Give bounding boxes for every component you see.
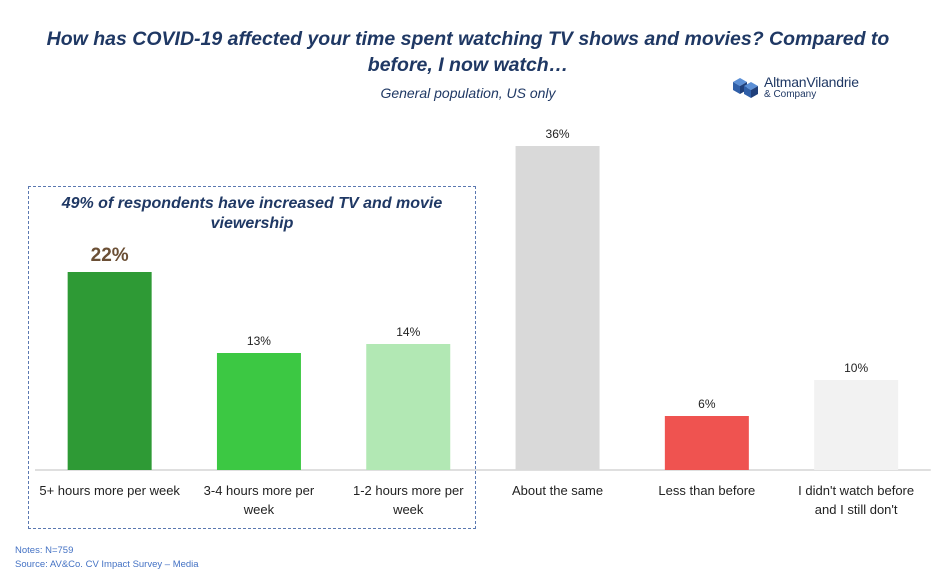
category-label-4: About the same xyxy=(512,483,603,498)
bar-2 xyxy=(216,353,301,470)
data-label-1: 22% xyxy=(91,245,129,266)
chart-title: How has COVID-19 affected your time spen… xyxy=(46,28,890,76)
category-label-3: 1-2 hours more per week xyxy=(353,483,464,517)
data-label-5: 6% xyxy=(698,397,716,411)
notes-source: Source: AV&Co. CV Impact Survey – Media xyxy=(15,559,199,570)
bar-4 xyxy=(515,146,600,470)
bar-3 xyxy=(366,344,451,470)
callout-text: 49% of respondents have increased TV and… xyxy=(61,195,443,232)
data-label-6: 10% xyxy=(844,361,868,375)
data-label-2: 13% xyxy=(247,334,271,348)
increase-callout-box xyxy=(28,186,476,529)
notes: Notes: N=759 Source: AV&Co. CV Impact Su… xyxy=(15,544,199,572)
category-label-6: I didn't watch before and I still don't xyxy=(798,483,914,517)
category-label-2: 3-4 hours more per week xyxy=(204,483,315,517)
bar-6 xyxy=(814,380,899,470)
chart-subtitle: General population, US only xyxy=(380,85,556,101)
company-logo: AltmanVilandrie & Company xyxy=(731,74,891,102)
category-label-1: 5+ hours more per week xyxy=(39,483,180,498)
logo-sub: & Company xyxy=(764,89,817,100)
bar-1 xyxy=(67,272,152,470)
data-label-3: 14% xyxy=(396,325,420,339)
notes-sample-size: Notes: N=759 xyxy=(15,545,74,556)
cube-logo-icon xyxy=(733,78,758,98)
logo-name: AltmanVilandrie xyxy=(764,74,859,90)
data-label-4: 36% xyxy=(546,127,570,141)
bar-5 xyxy=(664,416,749,470)
category-label-5: Less than before xyxy=(658,483,755,498)
